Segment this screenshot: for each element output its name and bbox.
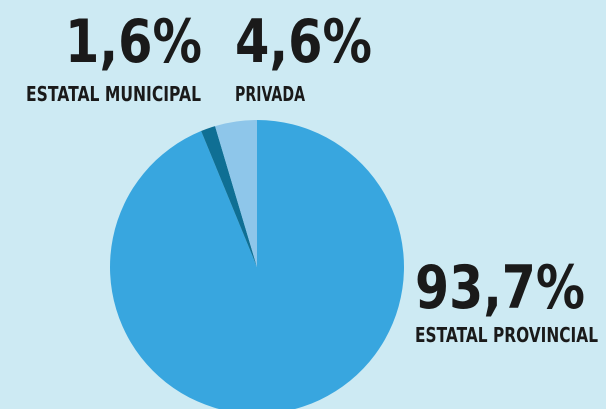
pie-slice xyxy=(201,126,257,267)
pie-slice xyxy=(215,120,257,267)
category-label: ESTATAL MUNICIPAL xyxy=(26,82,201,106)
value-label: 1,6% xyxy=(65,7,202,77)
category-label: PRIVADA xyxy=(235,82,305,106)
pie-slice xyxy=(110,120,404,409)
value-label: 4,6% xyxy=(235,7,372,77)
value-label: 93,7% xyxy=(415,253,585,323)
category-label: ESTATAL PROVINCIAL xyxy=(415,323,598,347)
